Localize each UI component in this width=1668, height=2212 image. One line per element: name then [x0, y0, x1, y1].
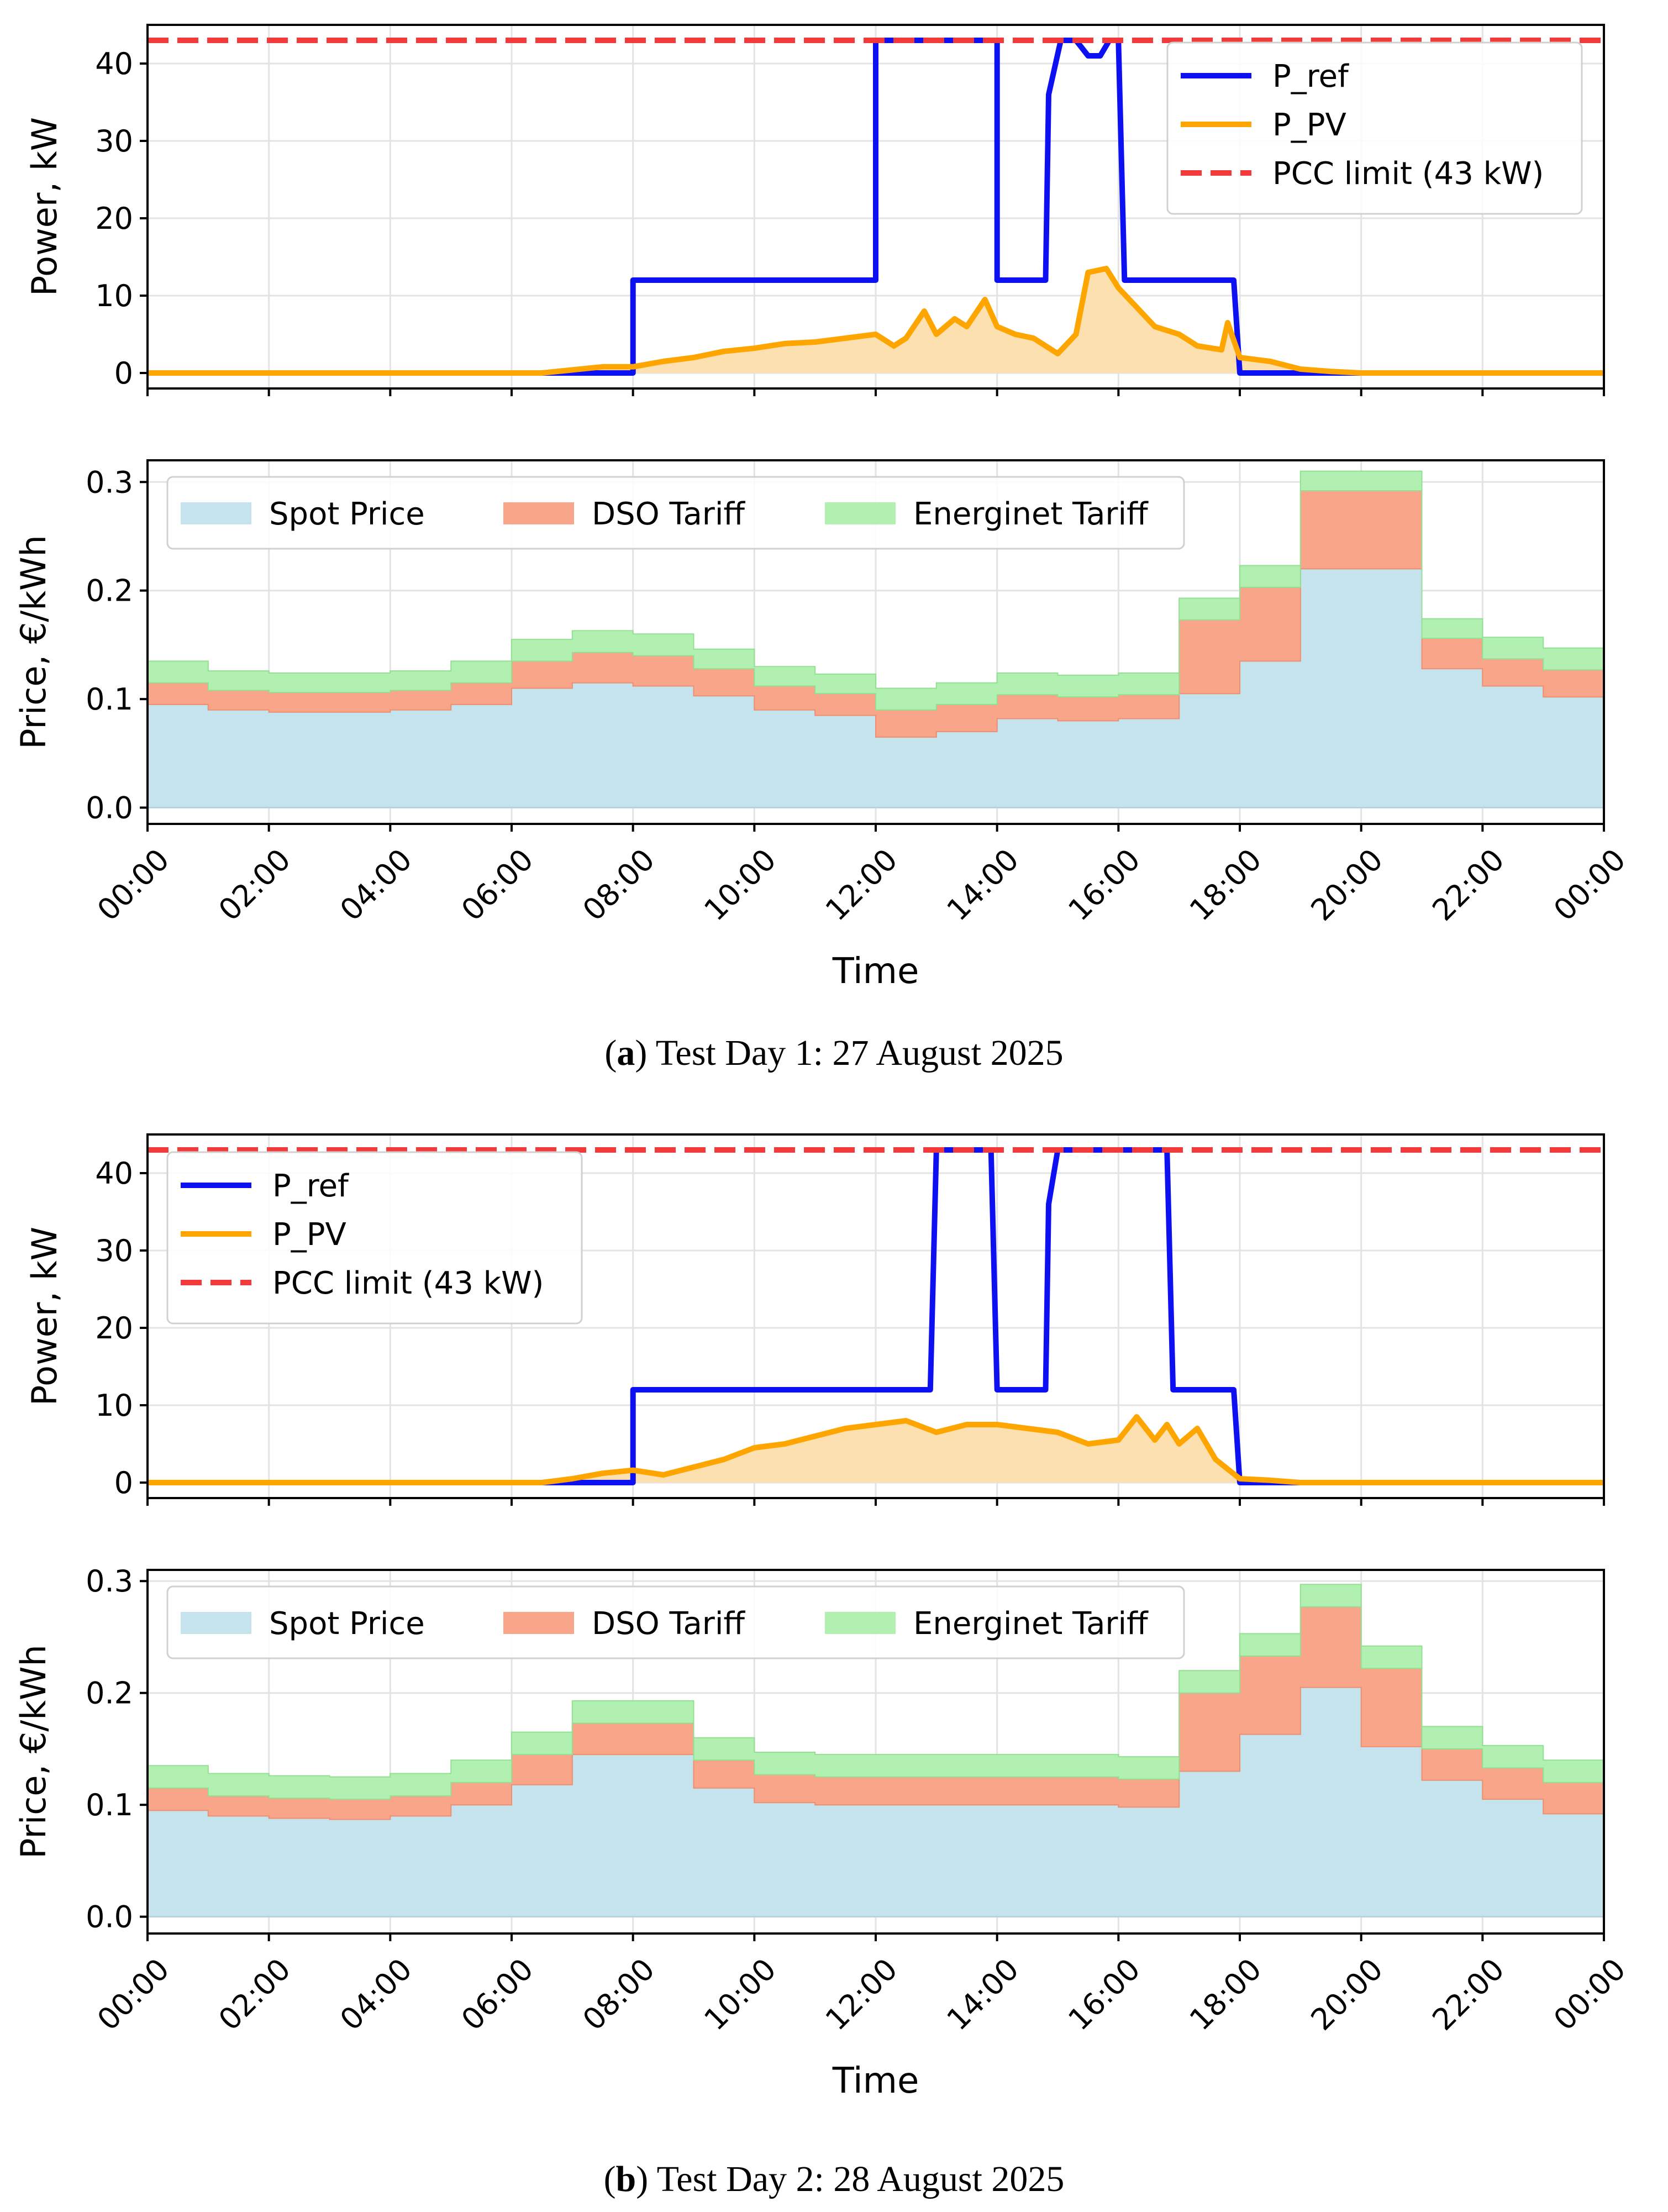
legend-swatch: [181, 1612, 251, 1634]
plot-area: [148, 38, 1604, 376]
pv-fill-area: [148, 1417, 1604, 1483]
x-tick-label: 14:00: [940, 1952, 1026, 2037]
y-tick-label: 0: [114, 1465, 133, 1500]
x-tick-label: 22:00: [1425, 842, 1511, 928]
x-tick-label: 00:00: [1547, 1952, 1633, 2037]
y-tick-label: 20: [95, 1311, 133, 1346]
pv-fill-area: [148, 269, 1604, 373]
y-tick-label: 30: [95, 124, 133, 159]
x-tick-label: 20:00: [1304, 842, 1390, 928]
day1-power-chart: 0 10 20 30 40 Power, kW P_ref P_PV PCC limit (43…: [24, 24, 1605, 396]
y-tick-label: 0.3: [86, 465, 133, 500]
y-tick-label: 20: [95, 201, 133, 236]
caption-b-text: Test Day 2: 28 August 2025: [656, 2159, 1065, 2199]
legend-swatch: [825, 502, 896, 524]
caption-a-label: a: [617, 1033, 635, 1073]
legend-swatch: [503, 1612, 574, 1634]
x-tick-label: 16:00: [1061, 1952, 1147, 2037]
y-tick-label: 0.0: [86, 1900, 133, 1935]
legend-box: [166, 1585, 1185, 1659]
legend-label: Spot Price: [269, 1606, 425, 1642]
day2-price-chart: 0.0 0.1 0.2 0.3 Price, €/kWh 00:00 02:00 04:00 0…: [13, 1564, 1632, 2101]
x-tick-label: 04:00: [333, 1952, 419, 2037]
x-tick-label: 18:00: [1183, 842, 1269, 928]
x-tick-label: 00:00: [1547, 842, 1633, 928]
x-tick-label: 10:00: [697, 1952, 783, 2037]
x-tick-label: 16:00: [1061, 842, 1147, 928]
y-tick-label: 10: [95, 1388, 133, 1423]
y-tick-label: 30: [95, 1233, 133, 1268]
x-tick-label: 08:00: [576, 842, 662, 928]
legend-swatch: [503, 502, 574, 524]
legend-box: [1166, 41, 1583, 215]
y-tick-label: 40: [95, 46, 133, 81]
legend-swatch: [181, 502, 251, 524]
x-tick-label: 14:00: [940, 842, 1026, 928]
x-tick-label: 20:00: [1304, 1952, 1390, 2037]
x-tick-label: 12:00: [819, 842, 904, 928]
caption-b: (b) Test Day 2: 28 August 2025: [603, 2159, 1065, 2199]
x-axis-label: Time: [832, 2061, 919, 2101]
legend-box: [166, 1151, 583, 1325]
legend-label: Energinet Tariff: [913, 1606, 1149, 1642]
y-axis-label: Price, €/kWh: [13, 1644, 54, 1859]
y-tick-label: 0.1: [86, 1788, 133, 1822]
legend-label: P_PV: [1272, 107, 1346, 143]
y-axis-label: Power, kW: [24, 1227, 65, 1406]
p-pv-line: [148, 1414, 1604, 1485]
x-tick-label: 00:00: [91, 1952, 176, 2037]
y-tick-label: 0.2: [86, 1676, 133, 1711]
area-energinet-tariff: [148, 470, 1604, 711]
caption-a: (a) Test Day 1: 27 August 2025: [604, 1033, 1064, 1073]
x-tick-label: 04:00: [333, 842, 419, 928]
legend-label: Energinet Tariff: [913, 496, 1149, 532]
plot-area: [148, 1584, 1604, 1917]
plot-area: [148, 470, 1604, 808]
legend-label: Spot Price: [269, 496, 425, 532]
x-tick-label: 02:00: [212, 842, 298, 928]
x-tick-label: 06:00: [455, 1952, 540, 2037]
legend-label: PCC limit (43 kW): [1272, 156, 1544, 192]
legend-label: DSO Tariff: [592, 1606, 745, 1642]
legend-label: PCC limit (43 kW): [272, 1265, 544, 1301]
legend-label: P_ref: [272, 1168, 349, 1204]
x-tick-label: 08:00: [576, 1952, 662, 2037]
area-energinet-tariff: [148, 1584, 1604, 1800]
y-tick-label: 0.0: [86, 791, 133, 826]
day2-power-chart: 0 10 20 30 40 Power, kW P_ref P_PV PCC limit (43…: [24, 1133, 1605, 1506]
y-axis-label: Power, kW: [24, 117, 65, 296]
plot-area: [148, 1147, 1604, 1485]
y-tick-label: 10: [95, 279, 133, 313]
day1-price-chart: 0.0 0.1 0.2 0.3 Price, €/kWh 00:00 02:00 04:00 0…: [13, 459, 1633, 992]
y-axis-label: Price, €/kWh: [13, 535, 54, 749]
y-tick-label: 0.3: [86, 1564, 133, 1599]
x-tick-label: 22:00: [1425, 1952, 1511, 2037]
y-tick-label: 0: [114, 356, 133, 391]
caption-b-label: b: [615, 2159, 636, 2199]
y-tick-label: 40: [95, 1156, 133, 1191]
x-tick-label: 06:00: [455, 842, 540, 928]
x-tick-label: 00:00: [91, 842, 176, 928]
x-tick-label: 02:00: [212, 1952, 298, 2037]
p-ref-line: [148, 1147, 1604, 1485]
caption-a-text: Test Day 1: 27 August 2025: [655, 1033, 1064, 1073]
legend-label: P_PV: [272, 1217, 346, 1253]
legend-label: P_ref: [1272, 59, 1349, 94]
legend-swatch: [825, 1612, 896, 1634]
x-tick-label: 12:00: [819, 1952, 904, 2037]
x-tick-label: 10:00: [697, 842, 783, 928]
y-tick-label: 0.2: [86, 574, 133, 608]
legend-label: DSO Tariff: [592, 496, 745, 532]
x-tick-label: 18:00: [1183, 1952, 1269, 2037]
legend-box: [166, 476, 1185, 550]
p-pv-line: [148, 266, 1604, 376]
x-axis-label: Time: [832, 951, 919, 992]
y-tick-label: 0.1: [86, 682, 133, 717]
